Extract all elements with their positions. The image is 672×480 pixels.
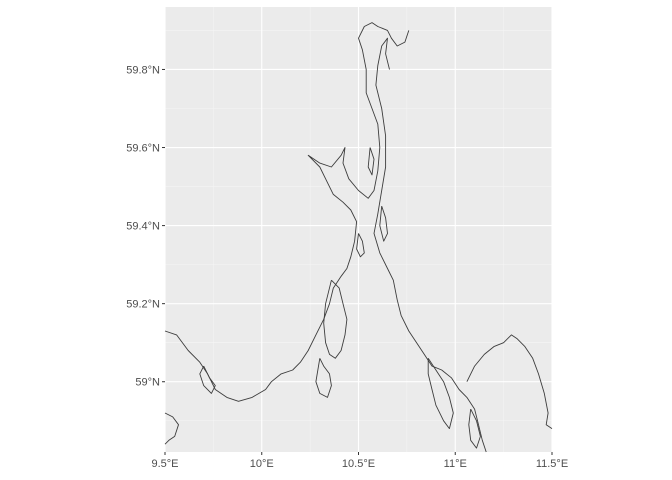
y-tick-label: 59.2°N [126, 299, 160, 311]
feature-jeloy-island [379, 205, 388, 242]
major-gridlines [164, 7, 553, 452]
x-tick-label: 9.5°E [151, 458, 178, 470]
x-tick-label: 10°E [250, 458, 274, 470]
coastline-features [164, 22, 553, 453]
feature-hvaler-islands [427, 358, 454, 430]
x-tick-label: 11°E [444, 458, 467, 470]
feature-southern-skerries [164, 412, 179, 445]
feature-drobak-islets [367, 147, 375, 176]
feature-eastern-coast [373, 37, 487, 453]
y-tick-label: 59.4°N [126, 221, 160, 233]
feature-nesodden-island-chain [323, 279, 348, 359]
y-axis: 59°N 59.2°N 59.4°N 59.6°N 59.8°N [126, 64, 165, 389]
x-tick-label: 11.5°E [536, 458, 568, 470]
feature-larvik-fjord-islets [199, 365, 216, 394]
feature-border-line [466, 334, 553, 429]
y-tick-label: 59.6°N [126, 143, 160, 155]
y-tick-label: 59°N [135, 377, 160, 389]
x-axis: 9.5°E 10°E 10.5°E 11°E 11.5°E [151, 452, 568, 470]
feature-western-coast [164, 22, 410, 402]
feature-tjome-islands [315, 358, 332, 398]
feature-glommen-skerries [468, 408, 481, 449]
x-tick-label: 10.5°E [342, 458, 375, 470]
y-tick-label: 59.8°N [126, 64, 160, 76]
feature-bastoy-island [356, 233, 365, 258]
